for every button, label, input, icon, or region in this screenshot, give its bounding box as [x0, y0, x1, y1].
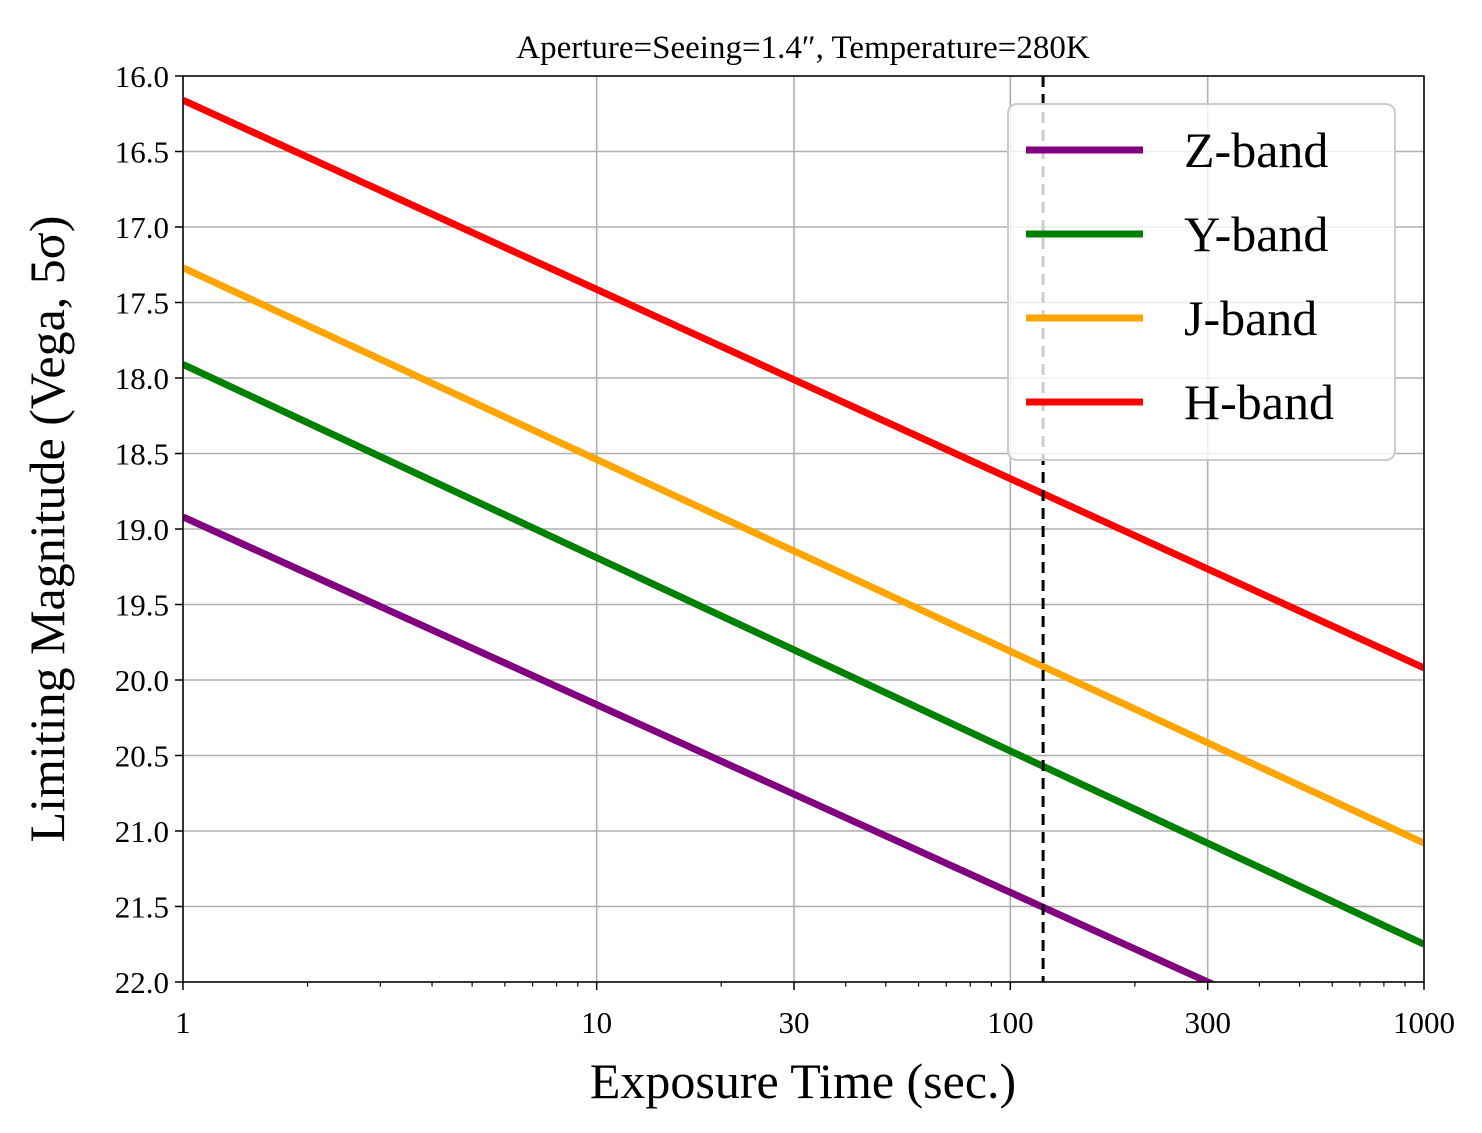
y-tick-label: 16.0 — [115, 59, 169, 94]
x-tick-label: 100 — [987, 1005, 1034, 1040]
y-tick-label: 21.5 — [115, 890, 169, 925]
series-line-z-band — [183, 513, 1217, 982]
y-tick-label: 18.5 — [115, 437, 169, 472]
y-tick-label: 20.5 — [115, 739, 169, 774]
legend: Z-band Y-band J-band H-band — [1007, 103, 1396, 461]
x-tick-label: 30 — [779, 1005, 810, 1040]
y-axis-ticks: 16.0 16.5 17.0 17.5 18.0 18.5 19.0 19.5 20.0 20.5… — [115, 59, 183, 1000]
series-line-h-band — [183, 96, 1424, 672]
y-tick-label: 16.5 — [115, 135, 169, 170]
legend-label-h-band: H-band — [1184, 374, 1334, 430]
x-tick-label: 1000 — [1393, 1005, 1455, 1040]
x-axis-ticks: 1 10 30 100 300 1000 — [175, 982, 1455, 1040]
series-line-y-band — [183, 361, 1424, 948]
y-tick-label: 20.0 — [115, 663, 169, 698]
series-line-j-band — [183, 264, 1424, 847]
y-tick-label: 17.5 — [115, 286, 169, 321]
y-tick-label: 22.0 — [115, 965, 169, 1000]
x-tick-label: 1 — [175, 1005, 191, 1040]
y-tick-label: 21.0 — [115, 814, 169, 849]
y-tick-label: 17.0 — [115, 210, 169, 245]
y-axis-label: Limiting Magnitude (Vega, 5σ) — [19, 216, 75, 843]
legend-box — [1007, 103, 1396, 461]
series-lines — [183, 96, 1424, 982]
chart-title: Aperture=Seeing=1.4″, Temperature=280K — [516, 30, 1090, 66]
y-tick-label: 18.0 — [115, 361, 169, 396]
x-tick-label: 10 — [581, 1005, 612, 1040]
legend-label-z-band: Z-band — [1184, 122, 1328, 178]
x-axis-label: Exposure Time (sec.) — [590, 1053, 1016, 1109]
legend-label-j-band: J-band — [1184, 290, 1317, 346]
y-tick-label: 19.5 — [115, 588, 169, 623]
legend-label-y-band: Y-band — [1184, 206, 1328, 262]
x-tick-label: 300 — [1184, 1005, 1231, 1040]
y-tick-label: 19.0 — [115, 512, 169, 547]
